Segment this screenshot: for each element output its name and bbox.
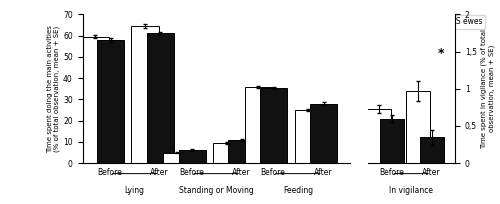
Text: In vigilance: In vigilance <box>389 186 433 195</box>
Bar <box>366 109 390 163</box>
Bar <box>82 37 109 163</box>
Bar <box>380 119 404 163</box>
Y-axis label: Time spent in vigilance (% of total
observation, mean + SE): Time spent in vigilance (% of total obse… <box>481 29 495 149</box>
Bar <box>406 91 430 163</box>
Bar <box>163 153 190 163</box>
Legend: C ewes, GS ewes: C ewes, GS ewes <box>398 15 486 29</box>
Bar <box>420 137 444 163</box>
Y-axis label: Time spent doing the main activities
(% of total observation, mean + SE): Time spent doing the main activities (% … <box>46 25 60 153</box>
Bar <box>245 87 272 163</box>
Text: Standing or Moving: Standing or Moving <box>179 186 254 195</box>
Bar <box>178 150 206 163</box>
Bar <box>147 33 174 163</box>
Bar <box>213 143 240 163</box>
Bar <box>310 104 338 163</box>
Text: *: * <box>438 48 444 60</box>
Text: Feeding: Feeding <box>283 186 313 195</box>
Bar <box>228 140 256 163</box>
Bar <box>97 40 124 163</box>
Bar <box>294 110 322 163</box>
Text: Lying: Lying <box>124 186 144 195</box>
Bar <box>260 88 287 163</box>
Bar <box>132 26 158 163</box>
